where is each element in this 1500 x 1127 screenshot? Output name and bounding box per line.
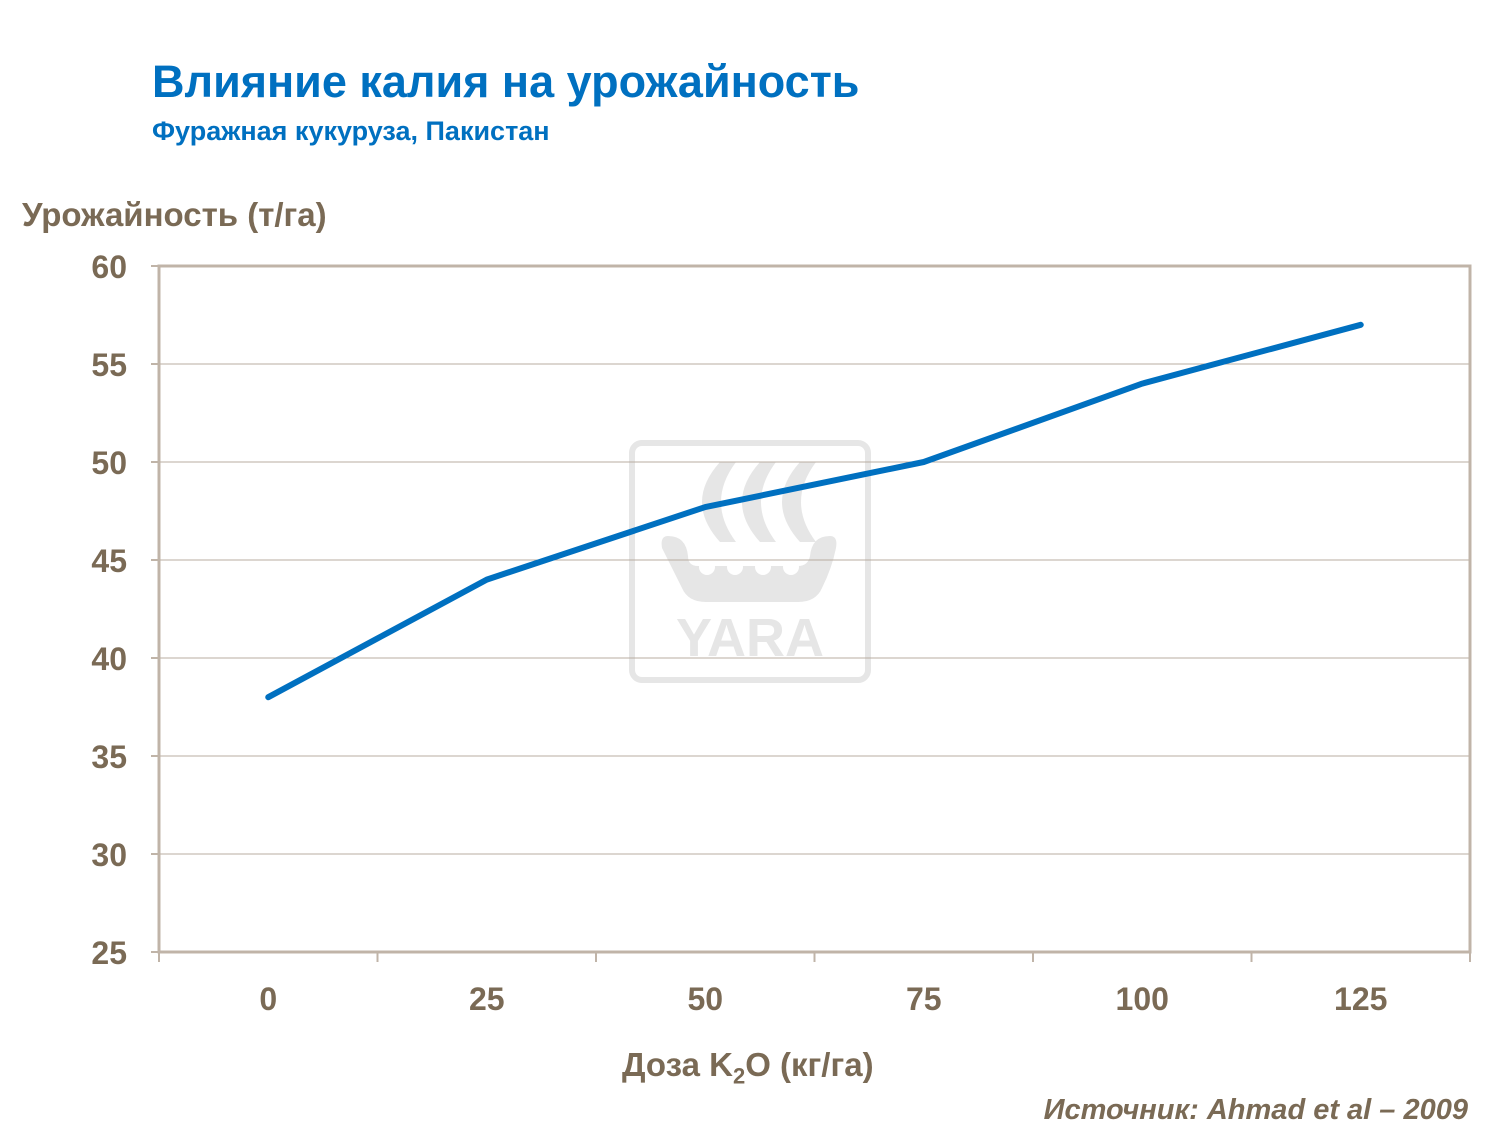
x-tick-label: 75 xyxy=(906,981,942,1017)
x-tick-label: 0 xyxy=(259,981,277,1017)
y-tick-label: 35 xyxy=(91,739,127,775)
y-tick-label: 40 xyxy=(91,641,127,677)
y-tick-label: 60 xyxy=(91,249,127,285)
y-tick-label: 30 xyxy=(91,837,127,873)
svg-text:YARA: YARA xyxy=(676,608,824,668)
x-tick-label: 100 xyxy=(1116,981,1169,1017)
x-tick-label: 50 xyxy=(687,981,723,1017)
y-tick-label: 45 xyxy=(91,543,127,579)
x-tick-label: 25 xyxy=(469,981,505,1017)
y-tick-label: 25 xyxy=(91,935,127,971)
x-tick-label: 125 xyxy=(1334,981,1387,1017)
y-tick-label: 55 xyxy=(91,347,127,383)
y-tick-label: 50 xyxy=(91,445,127,481)
